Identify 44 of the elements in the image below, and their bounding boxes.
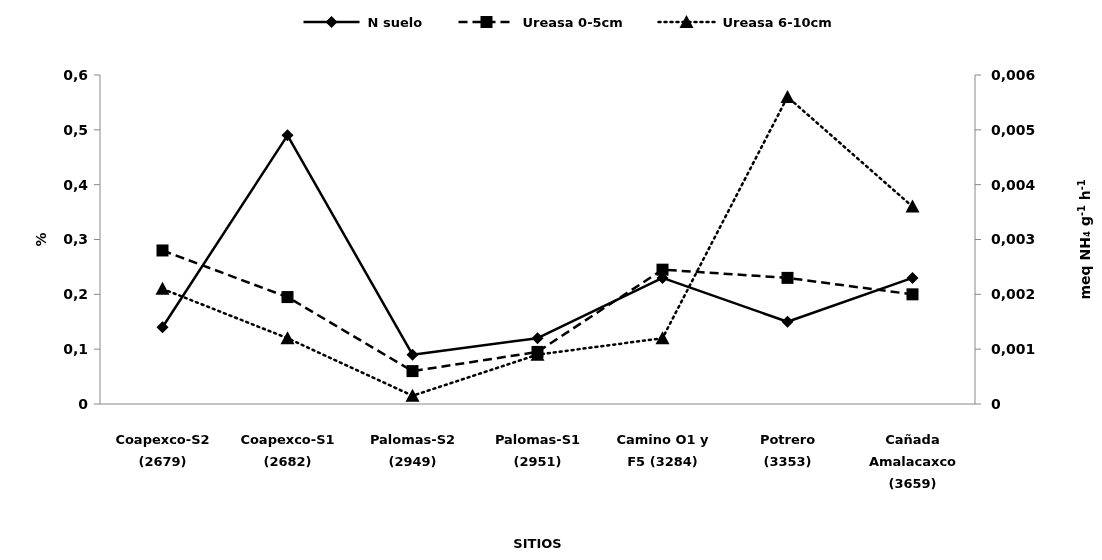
y-tick-label: 0,6 <box>63 66 88 83</box>
point <box>156 321 169 334</box>
point <box>405 388 420 402</box>
x-tick-label: Coapexco-S1 (2682) <box>240 432 335 469</box>
point <box>656 263 669 276</box>
x-tick-label: Palomas-S2 (2949) <box>369 432 456 469</box>
point <box>406 365 419 378</box>
y-tick-label: 0,3 <box>63 231 88 248</box>
y2-tick-label: 0,003 <box>991 231 1036 248</box>
point <box>531 332 544 345</box>
legend-label: N suelo <box>367 14 423 30</box>
point <box>406 348 419 361</box>
x-tick-label: Potrero (3353) <box>759 432 816 469</box>
y-tick-label: 0,4 <box>63 176 89 193</box>
y2-tick-label: 0,005 <box>991 121 1036 138</box>
point <box>156 244 169 257</box>
y-tick-label: 0,1 <box>63 341 88 358</box>
y2-tick-label: 0,006 <box>991 66 1036 83</box>
point <box>906 288 919 301</box>
x-tick-label: Cañada Amalacaxco (3659) <box>868 432 957 491</box>
legend-label: Ureasa 0-5cm <box>522 14 623 30</box>
y-axis-title: % <box>33 232 49 247</box>
x-axis-title: SITIOS <box>513 536 562 551</box>
y2-tick-label: 0 <box>991 395 1001 412</box>
point <box>780 89 795 103</box>
y-tick-label: 0 <box>78 395 89 412</box>
point <box>155 281 170 295</box>
y-tick-label: 0,2 <box>63 286 88 303</box>
y2-tick-label: 0,002 <box>991 286 1036 303</box>
point <box>280 331 295 345</box>
point <box>781 315 794 328</box>
point <box>281 291 294 304</box>
x-tick-label: Palomas-S1 (2951) <box>494 432 581 469</box>
y-tick-label: 0,5 <box>63 121 88 138</box>
point <box>655 331 670 345</box>
x-tick-label: Camino O1 y F5 (3284) <box>616 432 710 469</box>
point <box>906 271 919 284</box>
point <box>281 129 294 142</box>
x-tick-label: Coapexco-S2 (2679) <box>115 432 210 469</box>
y2-tick-label: 0,001 <box>991 341 1036 358</box>
legend-label: Ureasa 6-10cm <box>722 14 832 30</box>
point <box>905 199 920 213</box>
y2-tick-label: 0,004 <box>991 176 1036 193</box>
point <box>781 271 794 284</box>
